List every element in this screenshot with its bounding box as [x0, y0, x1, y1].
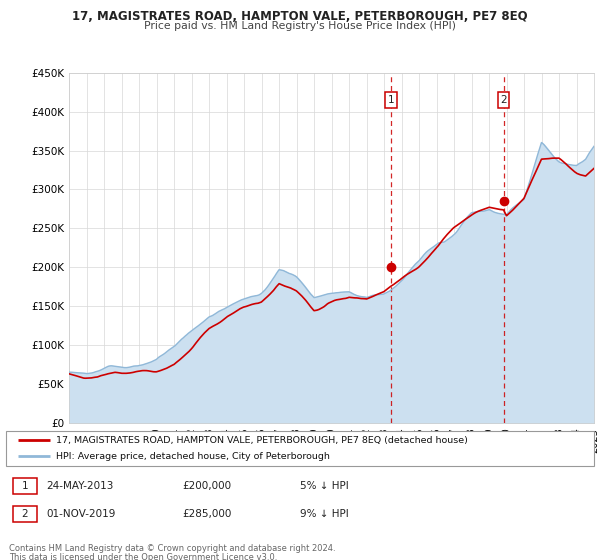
Text: Price paid vs. HM Land Registry's House Price Index (HPI): Price paid vs. HM Land Registry's House …: [144, 21, 456, 31]
Text: HPI: Average price, detached house, City of Peterborough: HPI: Average price, detached house, City…: [56, 452, 330, 461]
Text: 5% ↓ HPI: 5% ↓ HPI: [300, 481, 349, 491]
Text: 17, MAGISTRATES ROAD, HAMPTON VALE, PETERBOROUGH, PE7 8EQ (detached house): 17, MAGISTRATES ROAD, HAMPTON VALE, PETE…: [56, 436, 468, 445]
Text: 2: 2: [22, 509, 28, 519]
Bar: [13, 506, 37, 522]
Text: £285,000: £285,000: [182, 509, 232, 519]
Text: 17, MAGISTRATES ROAD, HAMPTON VALE, PETERBOROUGH, PE7 8EQ: 17, MAGISTRATES ROAD, HAMPTON VALE, PETE…: [72, 10, 528, 23]
Text: £200,000: £200,000: [182, 481, 232, 491]
Text: 1: 1: [388, 95, 394, 105]
Text: 2: 2: [500, 95, 507, 105]
Text: This data is licensed under the Open Government Licence v3.0.: This data is licensed under the Open Gov…: [9, 553, 277, 560]
Text: Contains HM Land Registry data © Crown copyright and database right 2024.: Contains HM Land Registry data © Crown c…: [9, 544, 335, 553]
Text: 9% ↓ HPI: 9% ↓ HPI: [300, 509, 349, 519]
Text: 1: 1: [22, 481, 28, 491]
Bar: [13, 478, 37, 494]
Text: 24-MAY-2013: 24-MAY-2013: [46, 481, 113, 491]
Text: 01-NOV-2019: 01-NOV-2019: [46, 509, 115, 519]
